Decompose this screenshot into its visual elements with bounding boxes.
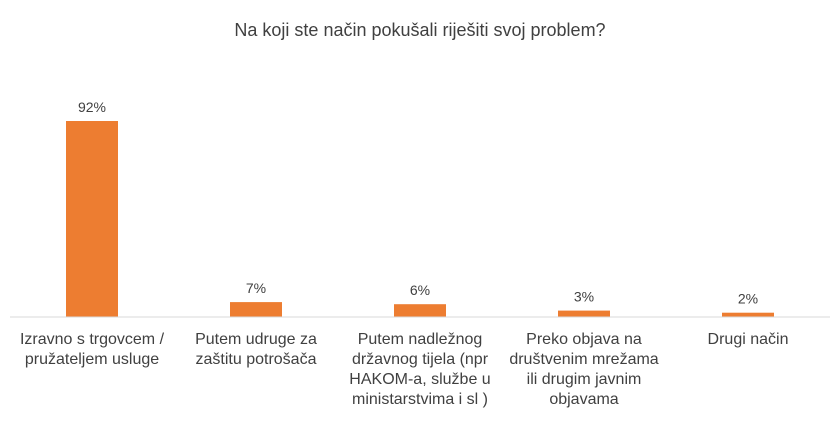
bar-1	[66, 121, 118, 317]
bar-5	[722, 312, 774, 317]
data-labels-layer: 92% 7% 6% 3% 2%	[78, 99, 758, 307]
data-label-1: 92%	[78, 99, 106, 115]
data-label-2: 7%	[246, 280, 266, 296]
category-label-1: Izravno s trgovcem / pružateljem usluge	[19, 331, 165, 368]
bar-2	[230, 302, 282, 317]
chart-title: Na koji ste način pokušali riješiti svoj…	[234, 20, 606, 40]
bars-layer	[66, 121, 774, 317]
category-label-3: Putem nadležnog državnog tijela (npr HAK…	[349, 331, 491, 408]
category-label-2: Putem udruge za zaštitu potrošača	[195, 331, 317, 368]
bar-3	[394, 304, 446, 317]
bar-4	[558, 310, 610, 317]
category-label-4: Preko objava na društvenim mrežama ili d…	[509, 331, 659, 408]
data-label-5: 2%	[738, 291, 758, 307]
category-label-5: Drugi način	[707, 331, 789, 348]
data-label-4: 3%	[574, 289, 594, 305]
data-label-3: 6%	[410, 282, 430, 298]
